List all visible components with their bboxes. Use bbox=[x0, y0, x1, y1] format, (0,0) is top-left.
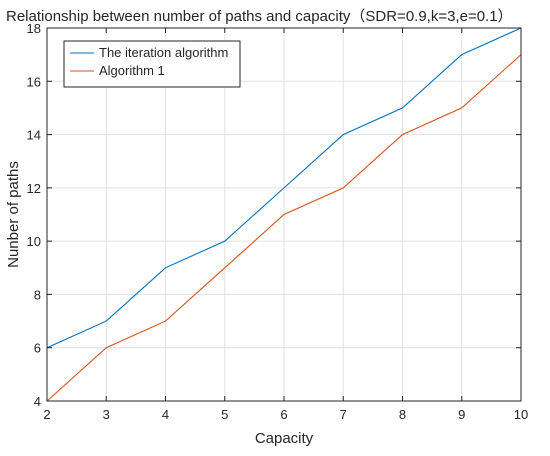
legend: The iteration algorithm Algorithm 1 bbox=[63, 40, 241, 88]
y-axis-ticks: 4 6 8 10 12 14 16 18 bbox=[27, 21, 521, 409]
x-tick-label: 4 bbox=[162, 407, 169, 422]
y-axis-label: Nunber of paths bbox=[5, 161, 22, 268]
x-tick-label: 8 bbox=[399, 407, 406, 422]
x-tick-label: 6 bbox=[280, 407, 287, 422]
y-tick-label: 14 bbox=[27, 128, 41, 143]
x-tick-label: 5 bbox=[221, 407, 228, 422]
chart-title: Relationship between number of paths and… bbox=[6, 8, 513, 25]
x-tick-label: 7 bbox=[340, 407, 347, 422]
x-tick-label: 10 bbox=[514, 407, 528, 422]
x-tick-label: 3 bbox=[103, 407, 110, 422]
legend-box bbox=[63, 40, 241, 88]
series-line-0 bbox=[46, 27, 522, 349]
y-tick-label: 18 bbox=[27, 21, 41, 36]
series-lines bbox=[46, 27, 522, 402]
y-tick-label: 10 bbox=[27, 234, 41, 249]
x-axis-label: Capacity bbox=[255, 430, 314, 447]
y-tick-label: 6 bbox=[34, 341, 41, 356]
y-tick-label: 4 bbox=[34, 394, 41, 409]
x-tick-label: 2 bbox=[43, 407, 50, 422]
series-line-1 bbox=[46, 54, 522, 402]
x-tick-label: 9 bbox=[458, 407, 465, 422]
legend-label-iteration: The iteration algorithm bbox=[99, 45, 228, 60]
y-tick-label: 8 bbox=[34, 287, 41, 302]
y-tick-label: 12 bbox=[27, 181, 41, 196]
legend-label-algorithm1: Algorithm 1 bbox=[99, 63, 165, 78]
y-tick-label: 16 bbox=[27, 74, 41, 89]
x-axis-ticks: 2 3 4 5 6 7 8 9 10 bbox=[43, 28, 528, 422]
